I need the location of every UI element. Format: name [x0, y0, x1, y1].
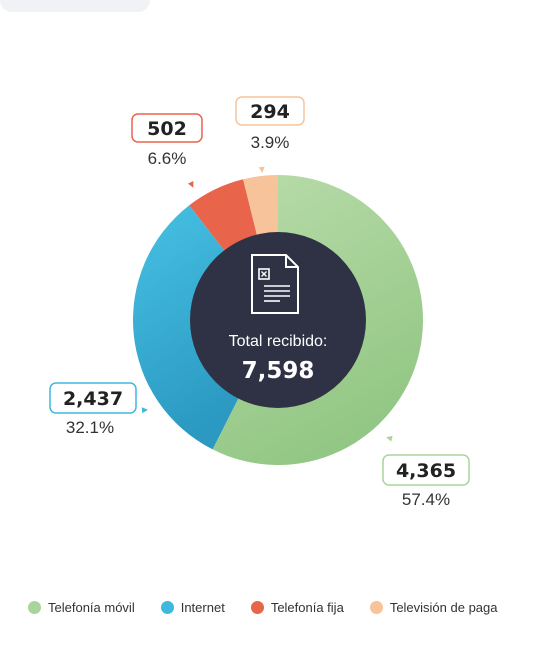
data-label-percent: 57.4%	[402, 490, 450, 509]
slice-callouts: 4,365 57.4% 2,437 32.1% 502 6.6% 294 3.9%	[49, 96, 470, 509]
legend-swatch	[28, 601, 41, 614]
callout-internet: 2,437 32.1%	[49, 382, 148, 437]
data-label-value: 502	[147, 118, 187, 140]
callout-box	[235, 96, 305, 126]
legend-item-telefonia-fija: Telefonía fija	[250, 600, 344, 615]
document-icon	[251, 254, 299, 314]
legend-label: Telefonía fija	[270, 600, 344, 615]
callout-box	[131, 113, 203, 143]
legend-item-internet: Internet	[160, 600, 225, 615]
center-total-caption: Total recibido:	[229, 333, 328, 350]
legend-label: Internet	[180, 600, 225, 615]
callout-box	[49, 382, 137, 414]
callout-pointer	[187, 180, 194, 188]
data-label-value: 294	[250, 101, 290, 123]
data-label-percent: 3.9%	[251, 133, 290, 152]
data-label-value: 2,437	[63, 388, 123, 410]
callout-box	[382, 454, 470, 486]
data-label-percent: 6.6%	[148, 149, 187, 168]
center-total-value: 7,598	[242, 358, 315, 384]
legend-swatch	[160, 601, 174, 614]
legend-swatch	[250, 601, 264, 614]
top-tab-decoration	[0, 0, 150, 12]
data-label-percent: 32.1%	[66, 418, 114, 437]
legend-item-television-de-paga: Televisión de paga	[369, 600, 498, 615]
data-label-value: 4,365	[396, 460, 456, 482]
callout-telefonía-móvil: 4,365 57.4%	[382, 435, 470, 509]
legend-label: Telefonía móvil	[48, 600, 135, 615]
legend-swatch	[369, 601, 383, 614]
callout-pointer	[141, 407, 148, 414]
callout-pointer	[258, 166, 265, 173]
legend-label: Televisión de paga	[389, 600, 498, 615]
legend: Telefonía móvil Internet Telefonía fija …	[28, 600, 498, 615]
center-disc	[190, 232, 366, 408]
callout-telefonía-fija: 502 6.6%	[131, 113, 203, 188]
donut-chart: Total recibido: 7,598 4,365 57.4% 2,437 32.…	[49, 96, 470, 509]
callout-televisión-de-paga: 294 3.9%	[235, 96, 305, 173]
legend-item-telefonia-movil: Telefonía móvil	[28, 600, 135, 615]
callout-pointer	[386, 435, 393, 442]
